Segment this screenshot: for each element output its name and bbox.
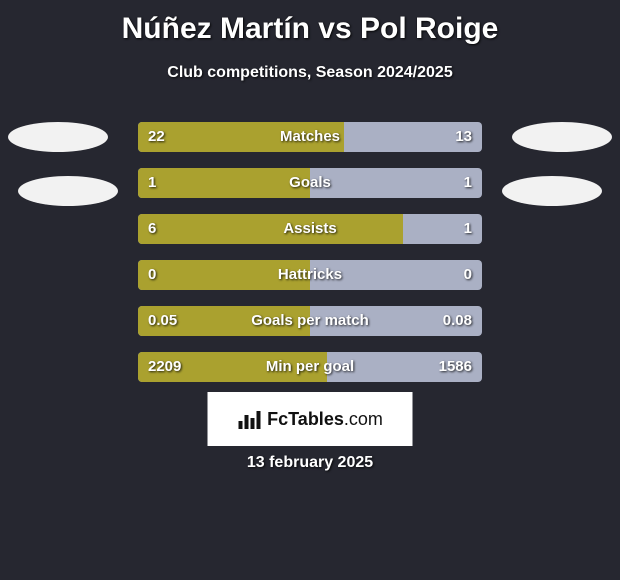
- stat-value-right: 13: [455, 122, 472, 152]
- stat-row: 0.05Goals per match0.08: [138, 306, 482, 336]
- fctables-logo: FcTables.com: [208, 392, 413, 446]
- stat-value-right: 1586: [439, 352, 472, 382]
- stat-row: 22Matches13: [138, 122, 482, 152]
- bar-chart-icon: [237, 409, 261, 429]
- stat-label: Min per goal: [138, 352, 482, 382]
- stat-row: 6Assists1: [138, 214, 482, 244]
- logo-text: FcTables.com: [267, 409, 383, 430]
- player-left-ellipse-2: [18, 176, 118, 206]
- stat-row: 1Goals1: [138, 168, 482, 198]
- stat-value-right: 0.08: [443, 306, 472, 336]
- player-left-ellipse-1: [8, 122, 108, 152]
- stat-row: 2209Min per goal1586: [138, 352, 482, 382]
- stat-value-right: 1: [464, 214, 472, 244]
- stat-value-right: 1: [464, 168, 472, 198]
- stat-label: Matches: [138, 122, 482, 152]
- player-right-ellipse-1: [512, 122, 612, 152]
- stats-bars: 22Matches131Goals16Assists10Hattricks00.…: [138, 122, 482, 398]
- stat-label: Goals: [138, 168, 482, 198]
- subtitle: Club competitions, Season 2024/2025: [0, 64, 620, 82]
- stat-label: Goals per match: [138, 306, 482, 336]
- stat-label: Hattricks: [138, 260, 482, 290]
- page-title: Núñez Martín vs Pol Roige: [0, 0, 620, 46]
- stat-value-right: 0: [464, 260, 472, 290]
- player-right-ellipse-2: [502, 176, 602, 206]
- date-label: 13 february 2025: [0, 454, 620, 472]
- stat-row: 0Hattricks0: [138, 260, 482, 290]
- stat-label: Assists: [138, 214, 482, 244]
